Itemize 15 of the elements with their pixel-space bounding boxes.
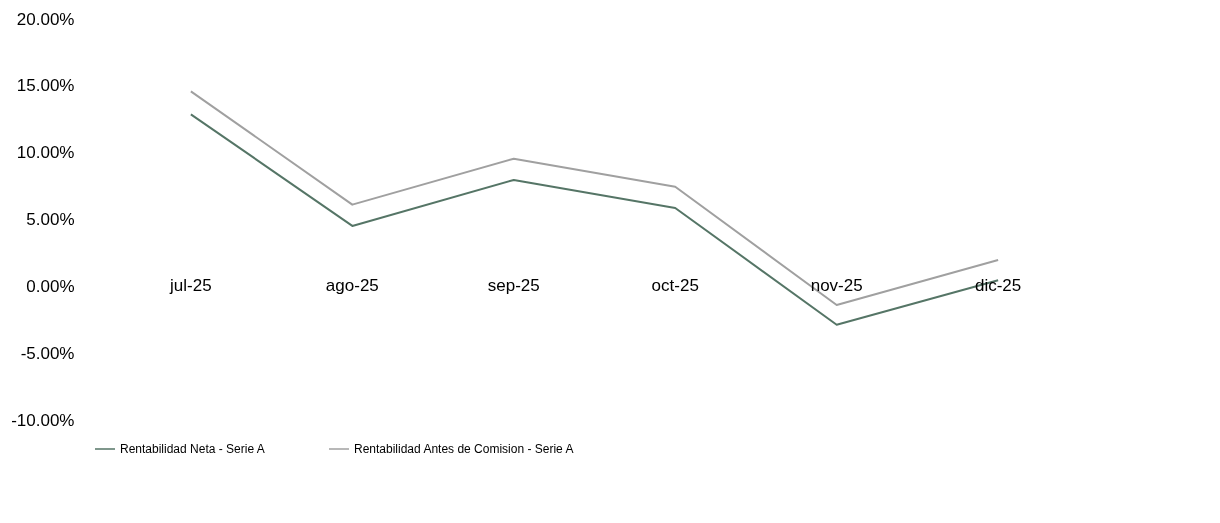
x-tick-label: jul-25: [169, 276, 212, 296]
x-tick-label: sep-25: [487, 276, 540, 296]
x-tick-label: nov-25: [810, 276, 863, 296]
y-tick-label: 0.00%: [26, 276, 75, 296]
y-tick-label: 20.00%: [16, 9, 75, 29]
x-tick-label: ago-25: [325, 276, 379, 296]
x-tick-label: dic-25: [974, 276, 1022, 296]
y-tick-label: 10.00%: [16, 143, 75, 163]
legend-label: Rentabilidad Antes de Comision - Serie A: [354, 442, 574, 456]
y-tick-label: -5.00%: [20, 343, 75, 363]
x-tick-label: oct-25: [651, 276, 699, 296]
y-tick-label: -10.00%: [11, 410, 75, 430]
legend-label: Rentabilidad Neta - Serie A: [120, 442, 265, 456]
y-tick-label: 15.00%: [16, 76, 75, 96]
y-tick-label: 5.00%: [26, 210, 75, 229]
